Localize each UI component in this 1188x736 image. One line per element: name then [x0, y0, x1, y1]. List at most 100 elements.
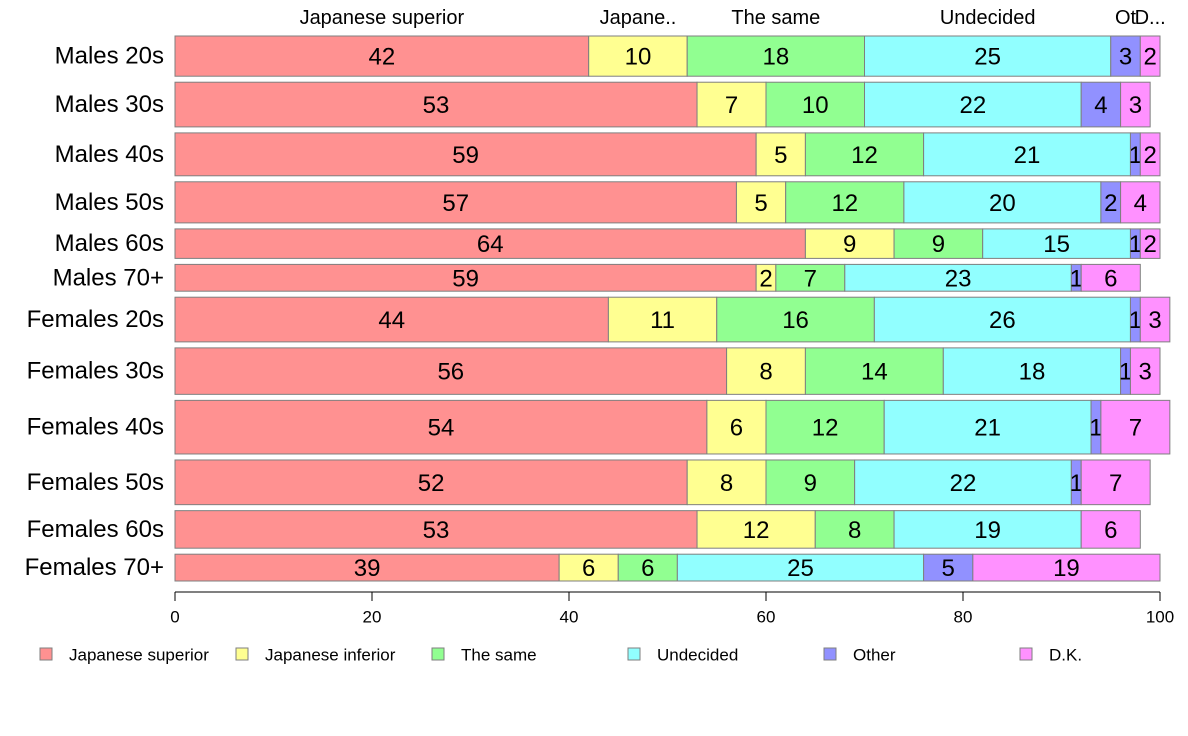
bar-segment-males-70-japanese-superior: [174, 263, 757, 292]
value-label-males-30s-japanese-inferior: 7: [725, 92, 738, 119]
bar-segment-females-30s-japanese-inferior: [726, 347, 806, 395]
value-label-females-60s-the-same: 8: [848, 517, 861, 544]
x-axis: 0 20 40 60 80 100: [170, 591, 1174, 627]
value-label-males-30s-undecided: 22: [959, 92, 986, 119]
value-label-males-30s-the-same: 10: [802, 92, 829, 119]
bar-segment-females-30s-japanese-superior: [174, 347, 728, 395]
legend-label-japanese-superior: Japanese superior: [69, 646, 209, 665]
value-label-males-20s-the-same: 18: [762, 44, 789, 71]
legend-label-japanese-inferior: Japanese inferior: [265, 646, 396, 665]
value-label-females-70-undecided: 25: [787, 555, 814, 582]
value-label-females-20s-d-k: 3: [1148, 307, 1161, 334]
bar-segment-males-20s-the-same: [686, 35, 866, 77]
bar-segment-females-40s-d-k: [1100, 399, 1171, 455]
value-label-females-40s-japanese-inferior: 6: [730, 415, 743, 442]
value-label-females-60s-undecided: 19: [974, 517, 1001, 544]
legend-swatch-d-k: [1019, 647, 1033, 661]
legend-swatch-undecided: [627, 647, 641, 661]
value-label-males-50s-undecided: 20: [989, 190, 1016, 217]
row-label-females-50s: Females 50s: [27, 469, 164, 496]
row-label-males-60s: Males 60s: [55, 230, 164, 257]
x-tick-label-20: 20: [363, 608, 382, 627]
bar-segment-females-30s-d-k: [1129, 347, 1161, 395]
value-label-males-20s-other: 3: [1119, 44, 1132, 71]
value-label-females-40s-the-same: 12: [812, 415, 839, 442]
row-label-females-70: Females 70+: [25, 554, 164, 581]
value-label-males-30s-other: 4: [1094, 92, 1107, 119]
bar-segment-females-30s-the-same: [804, 347, 944, 395]
column-header-japanese-superior: Japanese superior: [300, 7, 465, 29]
row-label-females-40s: Females 40s: [27, 414, 164, 441]
x-tick-label-60: 60: [757, 608, 776, 627]
bar-segment-females-70-the-same: [617, 553, 678, 582]
value-label-females-60s-japanese-inferior: 12: [743, 517, 770, 544]
bar-segment-males-40s-the-same: [804, 132, 925, 177]
value-label-females-40s-japanese-superior: 54: [428, 415, 455, 442]
bar-segment-males-20s-japanese-superior: [174, 35, 590, 77]
row-label-males-70: Males 70+: [53, 264, 164, 291]
value-label-males-70-japanese-inferior: 2: [759, 265, 772, 292]
value-label-females-20s-the-same: 16: [782, 307, 809, 334]
value-label-males-30s-d-k: 3: [1129, 92, 1142, 119]
row-label-males-20s: Males 20s: [55, 43, 164, 70]
row-label-females-60s: Females 60s: [27, 516, 164, 543]
bar-segment-males-30s-undecided: [864, 81, 1082, 128]
bar-segment-females-20s-japanese-inferior: [607, 296, 718, 343]
column-header-other: Ot: [1115, 7, 1137, 29]
column-header-d-k: D...: [1135, 7, 1166, 29]
value-label-males-40s-japanese-inferior: 5: [774, 142, 787, 169]
row-label-males-30s: Males 30s: [55, 91, 164, 118]
value-label-males-50s-japanese-superior: 57: [442, 190, 469, 217]
x-tick-label-80: 80: [954, 608, 973, 627]
legend-swatch-japanese-superior: [39, 647, 53, 661]
value-label-males-70-japanese-superior: 59: [452, 265, 479, 292]
bar-segment-males-30s-japanese-superior: [174, 81, 698, 128]
bar-segment-females-40s-undecided: [883, 399, 1092, 455]
value-label-males-70-undecided: 23: [945, 265, 972, 292]
value-label-males-70-other: 1: [1070, 265, 1083, 292]
bar-segment-females-60s-japanese-inferior: [696, 510, 816, 549]
x-tick-label-100: 100: [1146, 608, 1174, 627]
bar-segment-females-40s-japanese-superior: [174, 399, 708, 455]
value-label-females-50s-other: 1: [1070, 470, 1083, 497]
column-header-labels: Japanese superior Japane.. The same Undecid…: [300, 7, 1166, 29]
bar-segment-males-40s-undecided: [923, 132, 1131, 177]
value-label-males-60s-d-k: 2: [1143, 231, 1156, 258]
bar-segment-females-60s-undecided: [893, 510, 1082, 549]
bar-segment-males-30s-the-same: [765, 81, 865, 128]
value-label-females-30s-other: 1: [1119, 359, 1132, 386]
value-label-females-70-japanese-superior: 39: [354, 555, 381, 582]
value-label-males-50s-d-k: 4: [1134, 190, 1147, 217]
bar-segment-males-50s-the-same: [785, 181, 905, 224]
value-label-females-40s-other: 1: [1089, 415, 1102, 442]
value-label-females-50s-japanese-inferior: 8: [720, 470, 733, 497]
bar-segment-females-70-undecided: [676, 553, 925, 582]
value-label-females-70-other: 5: [942, 555, 955, 582]
bar-segment-females-20s-japanese-superior: [174, 296, 609, 343]
value-label-females-70-japanese-inferior: 6: [582, 555, 595, 582]
bar-segment-males-30s-d-k: [1120, 81, 1151, 128]
value-label-males-60s-the-same: 9: [932, 231, 945, 258]
value-label-females-20s-undecided: 26: [989, 307, 1016, 334]
value-label-females-20s-other: 1: [1129, 307, 1142, 334]
value-label-females-20s-japanese-superior: 44: [378, 307, 405, 334]
legend-swatch-other: [823, 647, 837, 661]
bar-segment-females-70-japanese-superior: [174, 553, 560, 582]
value-label-females-50s-undecided: 22: [950, 470, 977, 497]
bar-segment-females-60s-the-same: [814, 510, 895, 549]
bar-segment-males-20s-d-k: [1139, 35, 1161, 77]
bar-segment-females-50s-d-k: [1080, 459, 1151, 506]
value-label-males-30s-japanese-superior: 53: [423, 92, 450, 119]
bar-segment-females-50s-japanese-superior: [174, 459, 688, 506]
bar-segment-females-50s-undecided: [854, 459, 1072, 506]
value-label-females-20s-japanese-inferior: 11: [650, 307, 675, 334]
bar-segment-males-20s-undecided: [864, 35, 1112, 77]
bar-segment-males-20s-other: [1110, 35, 1141, 77]
bar-segment-females-70-d-k: [972, 553, 1161, 582]
value-label-females-40s-d-k: 7: [1129, 415, 1142, 442]
column-header-undecided: Undecided: [940, 7, 1036, 29]
legend-label-d-k: D.K.: [1049, 646, 1082, 665]
value-label-females-30s-the-same: 14: [861, 359, 888, 386]
value-label-males-20s-japanese-superior: 42: [368, 44, 395, 71]
